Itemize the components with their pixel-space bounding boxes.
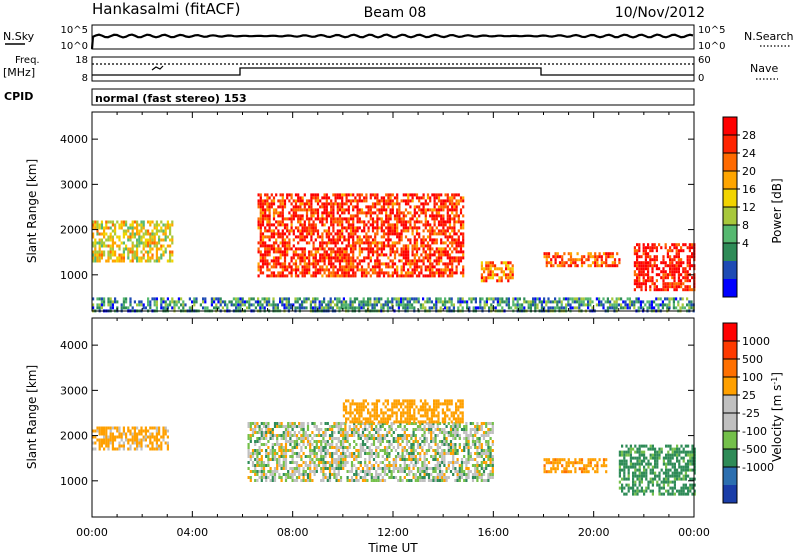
colorbar-tick-label: 24 <box>742 147 756 160</box>
colorbar-swatch <box>723 323 737 342</box>
colorbar-tick-label: -1000 <box>742 461 774 474</box>
xtick-label: 00:00 <box>678 526 710 539</box>
colorbar-tick-label: 4 <box>742 237 749 250</box>
power-ytick-label: 3000 <box>60 178 88 191</box>
velocity-panel <box>91 317 696 518</box>
nave-label: Nave <box>750 62 778 75</box>
nsearch-tick-top: 10^5 <box>698 25 725 36</box>
station-title: Hankasalmi (fitACF) <box>92 0 240 18</box>
cpid-label: CPID <box>4 90 33 103</box>
power-colorbar: 28 24 20 16 12 8 4 <box>722 116 756 298</box>
colorbar-swatch <box>723 189 737 208</box>
freq-label: Freq. <box>15 55 40 66</box>
velocity-echo-region <box>543 458 608 474</box>
xtick-label: 12:00 <box>377 526 409 539</box>
colorbar-swatch <box>723 225 737 244</box>
velocity-panel-frame <box>91 317 695 518</box>
colorbar-swatch <box>723 449 737 468</box>
nsky-trace <box>90 33 694 50</box>
freq-unit-label: [MHz] <box>3 66 35 79</box>
colorbar-tick-label: 1000 <box>742 335 770 348</box>
colorbar-swatch <box>723 377 737 396</box>
velocity-colorbar: 1000 500 100 25 -25 -100 -500 -1000 <box>722 322 774 504</box>
nsky-tick-bottom: 10^0 <box>61 41 88 52</box>
colorbar-tick-label: 25 <box>742 389 756 402</box>
nsky-tick-top: 10^5 <box>61 25 88 36</box>
colorbar-swatch <box>723 117 737 136</box>
nsky-label: N.Sky <box>3 30 35 43</box>
velocity-colorbar-label: Velocity [m s-1] <box>770 372 784 462</box>
power-echo-region <box>480 261 514 283</box>
power-echo-region <box>257 193 465 278</box>
date-title: 10/Nov/2012 <box>615 5 705 21</box>
power-panel <box>91 111 696 313</box>
cpid-strip-frame <box>91 88 695 106</box>
colorbar-tick-label: 20 <box>742 165 756 178</box>
colorbar-swatch <box>723 485 737 504</box>
colorbar-tick-label: 100 <box>742 371 763 384</box>
colorbar-swatch <box>723 359 737 378</box>
xtick-label: 16:00 <box>477 526 509 539</box>
colorbar-tick-label: -500 <box>742 443 767 456</box>
velocity-echo-region <box>92 426 169 451</box>
power-ylabel: Slant Range [km] <box>25 159 39 263</box>
velocity-echo-region <box>247 422 494 482</box>
colorbar-swatch <box>723 171 737 190</box>
freq-tick-top: 18 <box>75 55 88 66</box>
velocity-ytick-label: 3000 <box>60 384 88 397</box>
colorbar-tick-label: 500 <box>742 353 763 366</box>
colorbar-tick-label: -25 <box>742 407 760 420</box>
colorbar-swatch <box>723 341 737 360</box>
freq-strip-frame <box>91 56 695 82</box>
colorbar-tick-label: 16 <box>742 183 756 196</box>
xtick-label: 00:00 <box>76 526 108 539</box>
colorbar-tick-label: -100 <box>742 425 767 438</box>
colorbar-swatch <box>723 467 737 486</box>
freq-trace <box>92 67 694 76</box>
xtick-label: 08:00 <box>277 526 309 539</box>
nsearch-label: N.Search <box>744 30 794 43</box>
power-ytick-label: 1000 <box>60 269 88 282</box>
power-echo-region <box>92 220 174 263</box>
xtick-label: 04:00 <box>176 526 208 539</box>
colorbar-swatch <box>723 413 737 432</box>
velocity-echo-region <box>618 444 696 496</box>
colorbar-tick-label: 28 <box>742 129 756 142</box>
colorbar-swatch <box>723 279 737 298</box>
x-axis-label: Time UT <box>367 541 418 554</box>
power-ytick-label: 2000 <box>60 224 88 237</box>
velocity-ytick-label: 2000 <box>60 430 88 443</box>
velocity-ytick-label: 1000 <box>60 475 88 488</box>
colorbar-swatch <box>723 261 737 280</box>
power-colorbar-label: Power [dB] <box>770 178 784 243</box>
colorbar-swatch <box>723 243 737 262</box>
colorbar-tick-label: 8 <box>742 219 749 232</box>
velocity-echo-region <box>342 399 464 424</box>
power-echo-region <box>633 243 696 292</box>
power-echo-region <box>543 252 621 268</box>
colorbar-swatch <box>723 395 737 414</box>
colorbar-swatch <box>723 431 737 450</box>
freq-tick-bottom: 8 <box>82 73 88 84</box>
velocity-ytick-label: 4000 <box>60 339 88 352</box>
colorbar-tick-label: 12 <box>742 201 756 214</box>
beam-title: Beam 08 <box>364 5 427 21</box>
cpid-text: normal (fast stereo) 153 <box>95 92 247 105</box>
velocity-ylabel: Slant Range [km] <box>25 365 39 469</box>
nave-tick-top: 60 <box>698 55 711 66</box>
colorbar-swatch <box>723 135 737 154</box>
colorbar-swatch <box>723 207 737 226</box>
colorbar-swatch <box>723 153 737 172</box>
power-ytick-label: 4000 <box>60 133 88 146</box>
nave-tick-bottom: 0 <box>698 73 704 84</box>
nsearch-tick-bottom: 10^0 <box>698 41 725 52</box>
xtick-label: 20:00 <box>578 526 610 539</box>
